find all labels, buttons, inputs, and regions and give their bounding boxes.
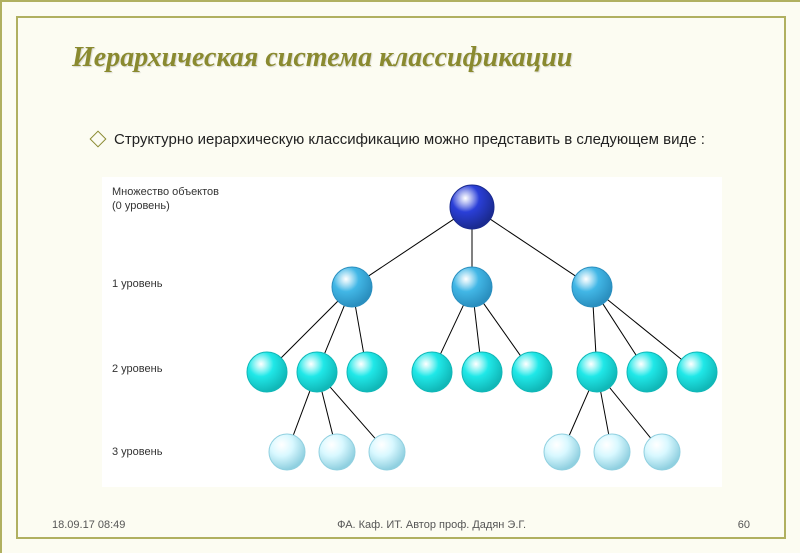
tree-node xyxy=(594,434,630,470)
tree-node xyxy=(644,434,680,470)
tree-node xyxy=(332,267,372,307)
tree-node xyxy=(412,352,452,392)
tree-node xyxy=(369,434,405,470)
tree-diagram: Множество объектов (0 уровень) 1 уровень 2 … xyxy=(102,177,722,487)
level-label: 1 уровень xyxy=(112,278,163,290)
level-label: 3 уровень xyxy=(112,446,163,458)
tree-node xyxy=(544,434,580,470)
footer-date: 18.09.17 08:49 xyxy=(52,519,125,531)
tree-node xyxy=(577,352,617,392)
level-label: (0 уровень) xyxy=(112,200,170,212)
tree-node xyxy=(512,352,552,392)
tree-node xyxy=(572,267,612,307)
tree-node xyxy=(627,352,667,392)
tree-node xyxy=(450,185,494,229)
diamond-bullet-icon xyxy=(90,131,107,148)
tree-node xyxy=(677,352,717,392)
tree-node xyxy=(269,434,305,470)
bullet-row: Структурно иерархическую классификацию м… xyxy=(92,130,760,150)
border-rule-top xyxy=(16,16,786,18)
border-rule-bottom xyxy=(16,537,786,539)
tree-node xyxy=(319,434,355,470)
border-rule-left xyxy=(16,16,18,539)
footer-author: ФА. Каф. ИТ. Автор проф. Дадян Э.Г. xyxy=(337,519,526,531)
footer: 18.09.17 08:49 ФА. Каф. ИТ. Автор проф. … xyxy=(52,519,750,531)
tree-node xyxy=(247,352,287,392)
footer-page: 60 xyxy=(738,519,750,531)
tree-node xyxy=(347,352,387,392)
level-label: Множество объектов xyxy=(112,186,219,198)
tree-node xyxy=(297,352,337,392)
level-label: 2 уровень xyxy=(112,363,163,375)
slide: Иерархическая система классификации Стру… xyxy=(0,0,800,553)
tree-node xyxy=(462,352,502,392)
tree-node xyxy=(452,267,492,307)
bullet-text: Структурно иерархическую классификацию м… xyxy=(114,130,705,150)
border-rule-right xyxy=(784,16,786,539)
tree-svg: Множество объектов (0 уровень) 1 уровень 2 … xyxy=(102,177,722,487)
slide-title: Иерархическая система классификации xyxy=(72,42,572,74)
